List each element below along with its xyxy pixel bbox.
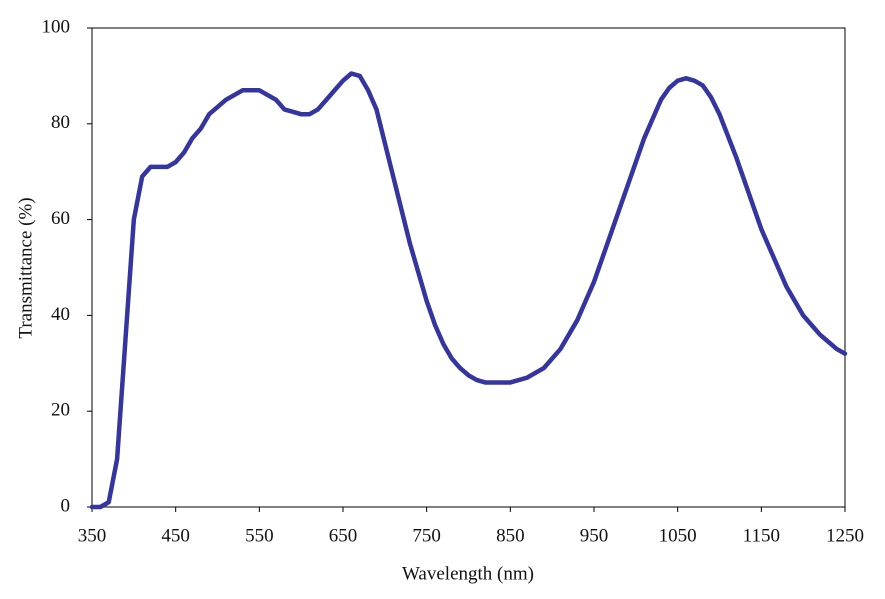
- x-tick-label: 450: [161, 525, 190, 546]
- y-tick-label: 20: [51, 400, 70, 421]
- y-tick-label: 0: [61, 495, 71, 516]
- x-tick-label: 950: [580, 525, 609, 546]
- y-tick-label: 60: [51, 208, 70, 229]
- x-tick-label: 350: [78, 525, 107, 546]
- x-axis-label: Wavelength (nm): [402, 563, 534, 584]
- x-tick-label: 650: [329, 525, 358, 546]
- x-tick-label: 1250: [826, 525, 864, 546]
- y-tick-label: 40: [51, 304, 70, 325]
- x-tick-label: 850: [496, 525, 525, 546]
- y-tick-label: 80: [51, 112, 70, 133]
- x-tick-label: 750: [412, 525, 441, 546]
- plot-frame: [91, 27, 846, 508]
- x-tick-label: 1150: [743, 525, 780, 546]
- y-axis-label: Transmittance (%): [15, 197, 36, 338]
- x-tick-label: 1050: [659, 525, 697, 546]
- x-tick-label: 550: [245, 525, 274, 546]
- data-line: [89, 71, 848, 510]
- y-tick-label: 100: [42, 16, 71, 37]
